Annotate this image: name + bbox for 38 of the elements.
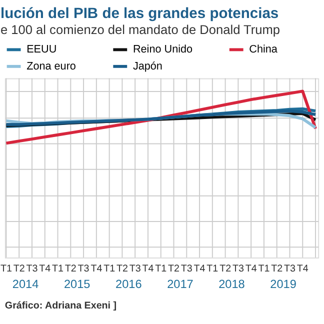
x-tick-label: T3: [232, 263, 244, 274]
x-tick-label: T1: [0, 263, 12, 274]
text: 2018: [218, 277, 246, 291]
x-tick-label: T3: [26, 263, 38, 274]
x-tick-label: T4: [245, 263, 258, 274]
text: 2014: [12, 277, 40, 291]
x-tick-label: T1: [206, 263, 218, 274]
legend-label: Japón: [132, 60, 162, 72]
x-tick-label: T1: [104, 263, 116, 274]
x-tick-label: T4: [90, 263, 103, 274]
x-tick-label: T4: [296, 263, 309, 274]
x-tick-label: T3: [78, 263, 90, 274]
legend-label: EEUU: [26, 44, 57, 56]
x-tick-label: T1: [155, 263, 167, 274]
x-tick-label: T1: [52, 263, 64, 274]
x-tick-label: T2: [13, 263, 25, 274]
text: Gráfico: Adriana Exeni ]: [4, 300, 117, 312]
x-tick-label: T4: [194, 263, 206, 274]
x-tick-label: T3: [129, 263, 142, 274]
x-tick-label: T2: [116, 263, 128, 274]
legend-label: China: [249, 44, 278, 56]
text: 2017: [167, 277, 194, 291]
x-tick-label: T3: [284, 263, 296, 274]
x-tick-label: T4: [39, 263, 52, 274]
x-tick-label: T4: [142, 263, 154, 274]
text: 2019: [270, 277, 296, 291]
x-tick-label: T2: [271, 263, 283, 274]
text: 2016: [116, 277, 142, 291]
chart-subtitle: e 100 al comienzo del mandato de Donald Trump: [0, 22, 280, 37]
chart-title: lución del PIB de las grandes potencias: [0, 6, 279, 22]
legend-label: Reino Unido: [132, 44, 193, 56]
x-tick-label: T3: [180, 263, 193, 274]
legend-label: Zona euro: [26, 60, 76, 72]
text: 2015: [64, 277, 91, 291]
x-tick-label: T2: [168, 263, 180, 274]
x-tick-label: T1: [258, 263, 270, 274]
x-tick-label: T2: [220, 263, 232, 274]
x-tick-label: T2: [64, 263, 76, 274]
